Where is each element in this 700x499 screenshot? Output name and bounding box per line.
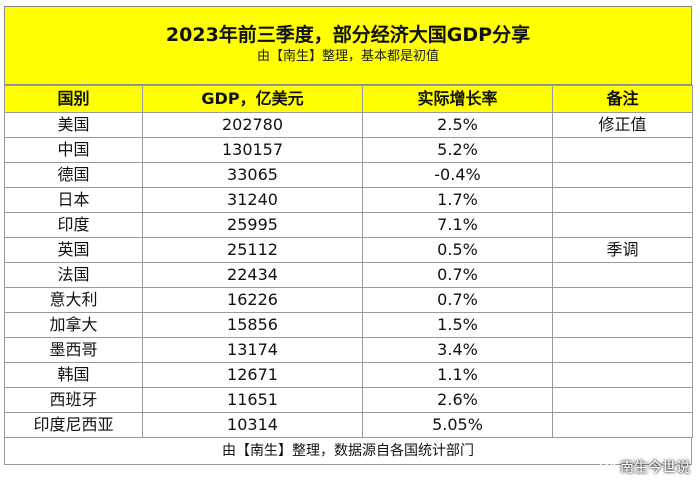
cell-growth: 0.5% [362,237,553,263]
cell-country: 法国 [4,262,143,288]
cell-growth: 7.1% [362,212,553,238]
table-row: 韩国 12671 1.1% [4,362,693,388]
header-row: 国别 GDP，亿美元 实际增长率 备注 [4,85,693,113]
wechat-icon [599,458,616,476]
table-row: 法国 22434 0.7% [4,262,693,288]
column-header-growth: 实际增长率 [362,85,553,113]
cell-note [552,362,693,388]
table-row: 日本 31240 1.7% [4,187,693,213]
cell-note [552,187,693,213]
watermark: 南生今世说 [599,457,690,477]
cell-growth: 0.7% [362,287,553,313]
gdp-table: 国别 GDP，亿美元 实际增长率 备注 美国 202780 2.5% 修正值 中… [4,85,693,438]
cell-note: 修正值 [552,112,693,138]
table-header: 国别 GDP，亿美元 实际增长率 备注 [4,85,693,113]
cell-gdp: 130157 [142,137,363,163]
cell-growth: 2.6% [362,387,553,413]
cell-growth: 5.2% [362,137,553,163]
cell-note [552,137,693,163]
table-body: 美国 202780 2.5% 修正值 中国 130157 5.2% 德国 330… [4,112,693,438]
cell-country: 英国 [4,237,143,263]
cell-country: 德国 [4,162,143,188]
cell-country: 日本 [4,187,143,213]
table-row: 印度尼西亚 10314 5.05% [4,412,693,438]
cell-note [552,387,693,413]
table-row: 墨西哥 13174 3.4% [4,337,693,363]
cell-gdp: 10314 [142,412,363,438]
cell-growth: 1.7% [362,187,553,213]
cell-note [552,412,693,438]
cell-gdp: 15856 [142,312,363,338]
cell-country: 印度尼西亚 [4,412,143,438]
cell-gdp: 13174 [142,337,363,363]
cell-growth: 0.7% [362,262,553,288]
cell-gdp: 22434 [142,262,363,288]
column-header-note: 备注 [552,85,693,113]
cell-gdp: 33065 [142,162,363,188]
cell-growth: 5.05% [362,412,553,438]
cell-note [552,337,693,363]
cell-country: 美国 [4,112,143,138]
cell-note [552,162,693,188]
table-row: 西班牙 11651 2.6% [4,387,693,413]
page-title: 2023年前三季度，部分经济大国GDP分享 [165,24,531,46]
cell-country: 韩国 [4,362,143,388]
table-row: 印度 25995 7.1% [4,212,693,238]
table-row: 中国 130157 5.2% [4,137,693,163]
cell-country: 意大利 [4,287,143,313]
cell-country: 中国 [4,137,143,163]
cell-gdp: 31240 [142,187,363,213]
cell-gdp: 25112 [142,237,363,263]
cell-country: 墨西哥 [4,337,143,363]
table-row: 英国 25112 0.5% 季调 [4,237,693,263]
cell-country: 印度 [4,212,143,238]
page-subtitle: 由【南生】整理，基本都是初值 [256,49,439,64]
watermark-text: 南生今世说 [620,460,690,476]
cell-country: 加拿大 [4,312,143,338]
cell-gdp: 25995 [142,212,363,238]
cell-gdp: 12671 [142,362,363,388]
cell-growth: 1.1% [362,362,553,388]
cell-note [552,262,693,288]
cell-gdp: 202780 [142,112,363,138]
table-row: 德国 33065 -0.4% [4,162,693,188]
footer-note: 由【南生】整理，数据源自各国统计部门 [4,438,692,465]
table-row: 加拿大 15856 1.5% [4,312,693,338]
cell-growth: 3.4% [362,337,553,363]
cell-gdp: 11651 [142,387,363,413]
gdp-sheet: 2023年前三季度，部分经济大国GDP分享 由【南生】整理，基本都是初值 国别 … [4,6,693,490]
cell-growth: 1.5% [362,312,553,338]
cell-note: 季调 [552,237,693,263]
cell-note [552,312,693,338]
cell-note [552,287,693,313]
cell-growth: -0.4% [362,162,553,188]
table-row: 美国 202780 2.5% 修正值 [4,112,693,138]
cell-note [552,212,693,238]
title-banner: 2023年前三季度，部分经济大国GDP分享 由【南生】整理，基本都是初值 [4,6,692,85]
table-row: 意大利 16226 0.7% [4,287,693,313]
cell-gdp: 16226 [142,287,363,313]
cell-growth: 2.5% [362,112,553,138]
cell-country: 西班牙 [4,387,143,413]
column-header-gdp: GDP，亿美元 [142,85,363,113]
column-header-country: 国别 [4,85,143,113]
